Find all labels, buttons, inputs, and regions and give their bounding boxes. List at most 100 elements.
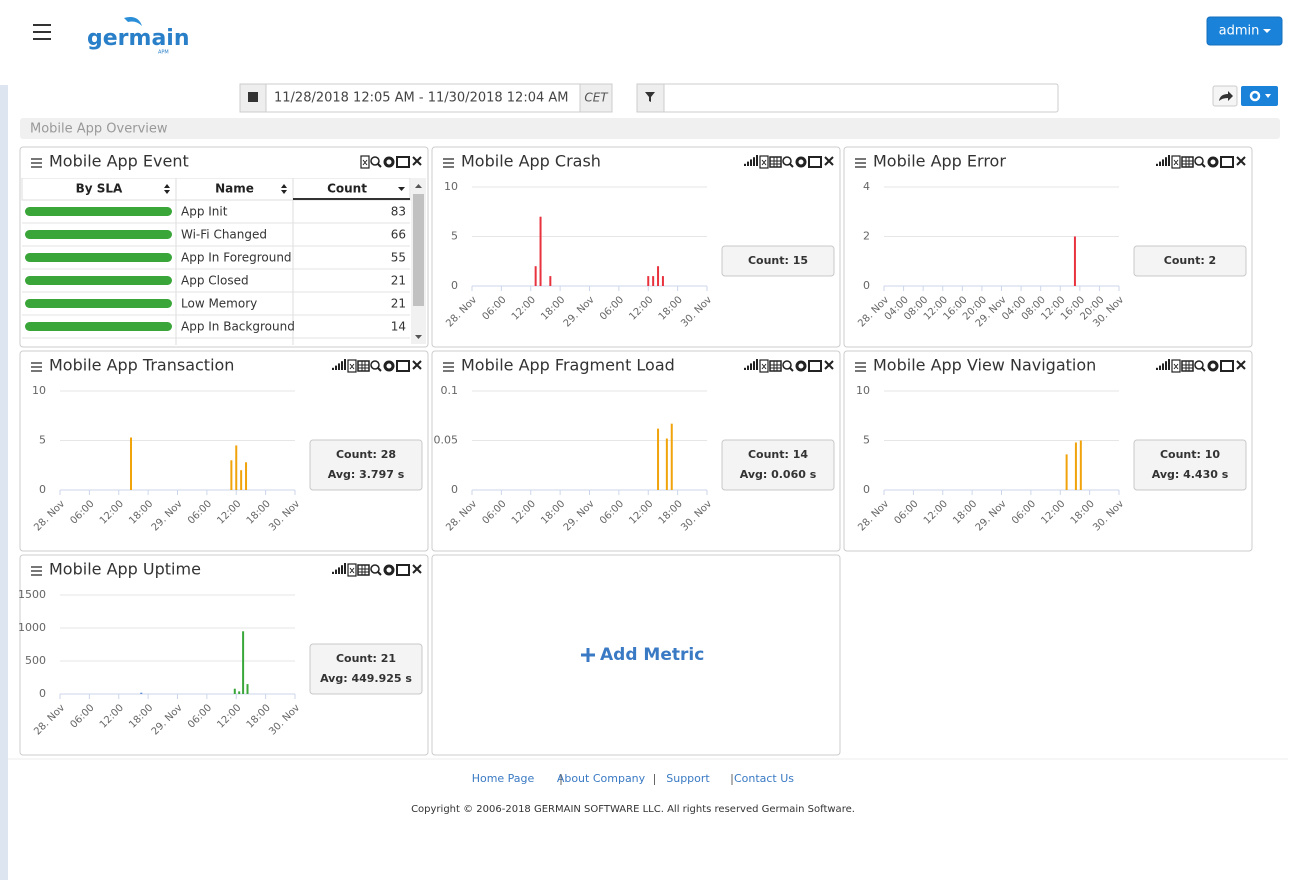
summary-text: Count: 21 [336, 652, 396, 665]
bar [238, 691, 240, 694]
footer-link[interactable]: Contact Us [734, 772, 794, 785]
bar [234, 689, 236, 694]
chart-type-icon[interactable] [747, 162, 749, 166]
add-metric-label: Add Metric [600, 645, 704, 665]
bar [652, 276, 654, 286]
footer-link[interactable]: About Company [557, 772, 646, 785]
chart-type-icon[interactable] [750, 159, 752, 166]
chart-type-icon[interactable] [344, 563, 346, 574]
chart-type-icon[interactable] [338, 567, 340, 574]
row-name: App Init [181, 205, 228, 219]
chart-type-icon[interactable] [744, 368, 746, 370]
bar [245, 462, 247, 490]
bar [130, 438, 132, 490]
summary-text: Avg: 3.797 s [328, 468, 405, 481]
chart-type-icon[interactable] [341, 565, 343, 574]
footer-links: Home Page About Company Support Contact Us [472, 772, 795, 785]
menu-bar [33, 38, 51, 40]
y-tick-label: 500 [25, 654, 46, 667]
summary-text: Avg: 0.060 s [740, 468, 817, 481]
chart-type-icon[interactable] [332, 572, 334, 574]
panel-menu-bar [31, 362, 42, 364]
chart-type-icon[interactable] [1162, 159, 1164, 166]
row-count: 21 [391, 297, 406, 311]
panel-menu-bar [443, 162, 454, 164]
add-metric[interactable]: Add Metric [432, 555, 840, 755]
chart-type-icon[interactable] [335, 366, 337, 370]
row-name: Wi-Fi Changed [181, 228, 267, 242]
chart-type-icon[interactable] [1159, 162, 1161, 166]
panel-menu-bar [31, 570, 42, 572]
chart-type-icon[interactable] [1156, 164, 1158, 166]
row-name: App In Background [181, 320, 295, 334]
panel: Mobile App Fragment Load00.050.128. Nov0… [432, 351, 840, 551]
breadcrumb-bar [20, 118, 1280, 139]
summary-text: Avg: 449.925 s [320, 672, 412, 685]
chart-type-icon[interactable] [344, 359, 346, 370]
footer-link[interactable]: Home Page [472, 772, 535, 785]
chart-type-icon[interactable] [753, 361, 755, 370]
panel: Mobile App Crash051028. Nov06:0012:0018:… [432, 147, 840, 347]
chart-type-icon[interactable] [1168, 155, 1170, 166]
column-header[interactable]: Count [327, 182, 367, 196]
y-tick-label: 10 [444, 180, 458, 193]
chart-type-icon[interactable] [756, 359, 758, 370]
panel-menu-bar [855, 362, 866, 364]
logo-sub: APM [158, 50, 169, 56]
chart-type-icon[interactable] [1156, 368, 1158, 370]
bar [140, 693, 142, 694]
panel-menu-bar [443, 166, 454, 168]
chart-type-icon[interactable] [750, 363, 752, 370]
menu-button[interactable] [33, 24, 51, 40]
panel-title: Mobile App Crash [461, 152, 601, 171]
chart-type-icon[interactable] [753, 157, 755, 166]
chart-type-icon[interactable] [1168, 359, 1170, 370]
panel-menu-bar [855, 366, 866, 368]
chart-type-icon[interactable] [756, 155, 758, 166]
chart-type-icon[interactable] [338, 363, 340, 370]
chart-type-icon[interactable] [1165, 361, 1167, 370]
sidebar-strip [0, 85, 8, 880]
filter-input[interactable] [637, 84, 1058, 112]
panel-title: Mobile App Error [873, 152, 1006, 171]
panel-frame [20, 147, 428, 347]
chart-type-icon[interactable] [332, 368, 334, 370]
panel-menu-bar [855, 162, 866, 164]
column-header[interactable]: By SLA [76, 182, 123, 196]
scrollbar-thumb[interactable] [413, 194, 424, 306]
panel-menu-bar [855, 158, 866, 160]
panel-title: Mobile App Uptime [49, 560, 201, 579]
chart-type-icon[interactable] [1162, 363, 1164, 370]
chart-type-icon[interactable] [747, 366, 749, 370]
panel-menu-bar [31, 162, 42, 164]
row-count: 21 [391, 274, 406, 288]
date-range: 11/28/2018 12:05 AM - 11/30/2018 12:04 A… [274, 91, 569, 106]
row-count: 66 [391, 228, 406, 242]
panel-title: Mobile App View Navigation [873, 356, 1096, 375]
chart-type-icon[interactable] [744, 164, 746, 166]
chart-type-icon[interactable] [341, 361, 343, 370]
panel-menu-bar [31, 566, 42, 568]
bar [230, 460, 232, 490]
sla-bar [25, 299, 172, 308]
chart-type-icon[interactable] [1165, 157, 1167, 166]
summary-text: Avg: 4.430 s [1152, 468, 1229, 481]
y-tick-label: 0 [451, 279, 458, 292]
y-tick-label: 5 [863, 434, 870, 447]
footer-link[interactable]: Support [666, 772, 710, 785]
panel: Mobile App Uptime05001000150028. Nov06:0… [18, 555, 428, 755]
y-tick-label: 10 [856, 384, 870, 397]
panel-menu-bar [443, 158, 454, 160]
logo[interactable]: germain [87, 26, 190, 51]
bar [662, 276, 664, 286]
chart-type-icon[interactable] [1159, 366, 1161, 370]
column-header[interactable]: Name [215, 182, 254, 196]
panel-menu-bar [443, 370, 454, 372]
y-tick-label: 1500 [18, 588, 46, 601]
panel-menu-bar [31, 158, 42, 160]
chart-type-icon[interactable] [335, 570, 337, 574]
summary-text: Count: 15 [748, 254, 808, 267]
sla-bar [25, 207, 172, 216]
